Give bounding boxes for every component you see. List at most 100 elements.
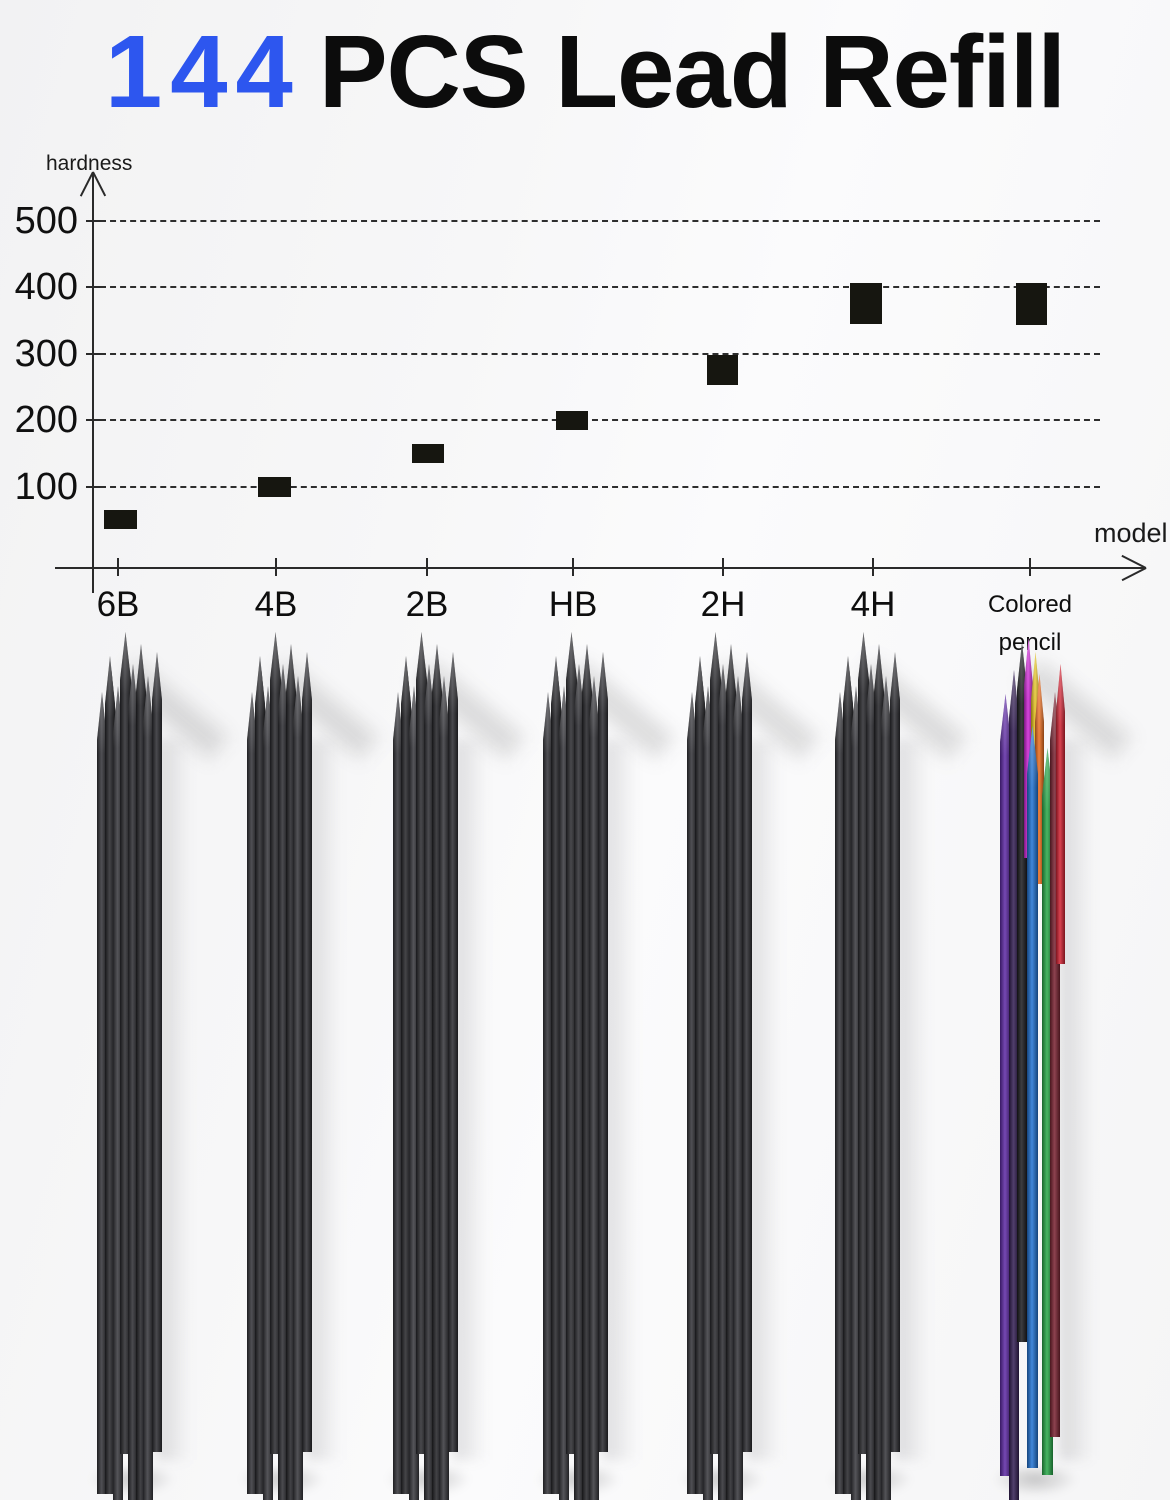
lead-stick	[881, 676, 891, 1500]
lead-stick	[128, 664, 138, 1500]
marker-HB	[556, 410, 588, 430]
gridline-400	[100, 286, 1100, 288]
lead-stick	[589, 676, 599, 1500]
y-axis-label: hardness	[46, 152, 133, 175]
lead-stick	[255, 656, 265, 1494]
x-tick-2	[426, 558, 428, 576]
y-tick-300	[86, 352, 100, 355]
marker-Colored pencil	[1015, 282, 1047, 325]
x-axis-label: model	[1094, 518, 1168, 548]
lead-stick	[448, 652, 458, 1452]
lead-stick	[695, 656, 705, 1494]
lead-stick	[409, 686, 419, 1500]
lead-stick	[582, 644, 592, 1500]
x-category-label-4B: 4B	[254, 585, 298, 624]
hardness-chart: hardness model 100 200 300 400 500 6B 4B 2B HB 2H…	[0, 0, 1170, 660]
x-tick-1	[275, 558, 277, 576]
gridline-200	[100, 419, 1100, 421]
bundle-shadow	[895, 740, 929, 1460]
lead-stick	[1056, 664, 1065, 964]
y-tick-500	[86, 219, 100, 222]
lead-stick	[401, 656, 411, 1494]
y-tick-label-100: 100	[14, 465, 78, 508]
lead-bundle-4h	[827, 630, 967, 1500]
marker-4H	[850, 283, 882, 325]
x-category-label-6B: 6B	[96, 585, 140, 624]
lead-bundle-colored-pencil	[992, 630, 1132, 1500]
marker-4B	[257, 476, 291, 497]
x-tick-3	[572, 558, 574, 576]
y-tick-label-300: 300	[14, 332, 78, 375]
y-tick-label-200: 200	[14, 399, 78, 441]
lead-stick	[270, 632, 281, 1454]
lead-stick	[559, 686, 569, 1500]
lead-stick	[393, 692, 403, 1494]
x-category-label-2B: 2B	[405, 585, 449, 624]
lead-stick	[718, 664, 728, 1500]
lead-stick	[97, 692, 107, 1494]
lead-stick	[1000, 694, 1011, 1476]
bundle-shadow	[157, 740, 191, 1460]
lead-stick	[424, 664, 434, 1500]
marker-6B	[103, 510, 137, 530]
lead-stick	[439, 676, 449, 1500]
lead-stick	[432, 644, 442, 1500]
lead-stick	[113, 686, 123, 1500]
lead-stick	[566, 632, 577, 1454]
lead-stick	[416, 632, 427, 1454]
y-tick-label-500: 500	[14, 199, 78, 242]
bundle-shadow	[747, 740, 781, 1460]
title-count: 144	[104, 14, 301, 129]
y-tick-label-400: 400	[14, 266, 78, 308]
bundle-shadow	[603, 740, 637, 1460]
lead-stick	[687, 692, 697, 1494]
lead-bundle-2h	[679, 630, 819, 1500]
lead-stick	[263, 686, 273, 1500]
lead-stick	[1050, 692, 1060, 1437]
lead-stick	[703, 686, 713, 1500]
lead-stick	[136, 644, 146, 1500]
lead-stick	[286, 644, 296, 1500]
x-axis-arrowhead	[1121, 567, 1147, 581]
lead-stick	[1042, 748, 1053, 1475]
lead-stick	[874, 644, 884, 1500]
bundle-shadow	[307, 740, 341, 1460]
lead-stick	[851, 686, 861, 1500]
lead-stick	[742, 652, 752, 1452]
marker-2B	[412, 443, 444, 463]
lead-stick	[710, 632, 721, 1454]
lead-stick	[1024, 638, 1033, 858]
lead-stick	[293, 676, 303, 1500]
x-tick-6	[1029, 558, 1031, 576]
gridline-100	[100, 485, 1100, 488]
lead-stick	[120, 632, 131, 1454]
y-tick-400	[86, 286, 100, 288]
lead-stick	[152, 652, 162, 1452]
lead-stick	[1035, 674, 1044, 884]
x-tick-4	[722, 558, 724, 576]
y-tick-200	[86, 419, 100, 421]
y-axis-line	[92, 173, 94, 593]
lead-stick	[1009, 670, 1019, 1500]
title-text: PCS Lead Refill	[318, 14, 1066, 129]
page-title: 144 PCS Lead Refill	[0, 16, 1170, 128]
lead-stick	[105, 656, 115, 1494]
x-category-label-Colored pencil: Colored pencil	[987, 591, 1073, 656]
lead-stick	[726, 644, 736, 1500]
lead-stick	[835, 692, 845, 1494]
x-category-label-4H: 4H	[850, 585, 896, 624]
x-tick-0	[117, 558, 119, 576]
y-tick-100	[86, 485, 100, 488]
gridline-300	[100, 352, 1100, 355]
lead-stick	[143, 676, 153, 1500]
lead-stick	[247, 692, 257, 1494]
lead-bundle-4b	[239, 630, 379, 1500]
x-axis-line	[55, 567, 1146, 569]
x-tick-5	[872, 558, 874, 576]
lead-stick	[1017, 642, 1027, 1342]
lead-stick	[302, 652, 312, 1452]
lead-stick	[551, 656, 561, 1494]
lead-stick	[598, 652, 608, 1452]
gridline-500	[100, 219, 1100, 222]
